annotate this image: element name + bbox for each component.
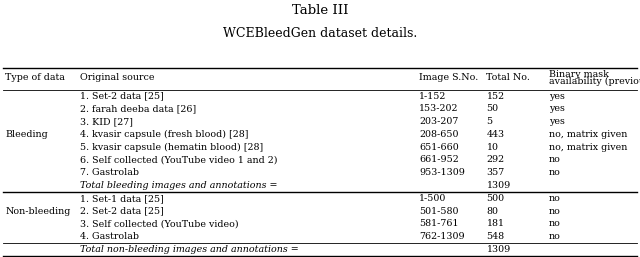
Text: 203-207: 203-207 [419,117,459,126]
Text: 500: 500 [486,194,504,203]
Text: 2. farah deeba data [26]: 2. farah deeba data [26] [80,104,196,113]
Text: 3. KID [27]: 3. KID [27] [80,117,133,126]
Text: 1309: 1309 [486,245,511,254]
Text: yes: yes [549,117,565,126]
Text: 651-660: 651-660 [419,143,459,152]
Text: 661-952: 661-952 [419,155,459,164]
Text: no, matrix given: no, matrix given [549,143,627,152]
Text: 6. Self collected (YouTube video 1 and 2): 6. Self collected (YouTube video 1 and 2… [80,155,278,164]
Text: 5. kvasir capsule (hematin blood) [28]: 5. kvasir capsule (hematin blood) [28] [80,143,263,152]
Text: 3. Self collected (YouTube video): 3. Self collected (YouTube video) [80,219,239,228]
Text: 1-500: 1-500 [419,194,447,203]
Text: 581-761: 581-761 [419,219,459,228]
Text: yes: yes [549,92,565,101]
Text: no: no [549,194,561,203]
Text: no: no [549,219,561,228]
Text: 1. Set-1 data [25]: 1. Set-1 data [25] [80,194,164,203]
Text: no: no [549,168,561,177]
Text: 762-1309: 762-1309 [419,232,465,241]
Text: 1-152: 1-152 [419,92,447,101]
Text: Table III: Table III [292,4,348,17]
Text: no: no [549,232,561,241]
Text: 10: 10 [486,143,499,152]
Text: 4. kvasir capsule (fresh blood) [28]: 4. kvasir capsule (fresh blood) [28] [80,130,248,139]
Text: Type of data: Type of data [5,73,65,82]
Text: Non-bleeding: Non-bleeding [5,207,70,216]
Text: Total non-bleeding images and annotations =: Total non-bleeding images and annotation… [80,245,299,254]
Text: Total No.: Total No. [486,73,531,82]
Text: Bleeding: Bleeding [5,130,48,139]
Text: yes: yes [549,104,565,113]
Text: 292: 292 [486,155,504,164]
Text: 548: 548 [486,232,504,241]
Text: no, matrix given: no, matrix given [549,130,627,139]
Text: 4. Gastrolab: 4. Gastrolab [80,232,139,241]
Text: 80: 80 [486,207,499,216]
Text: 1309: 1309 [486,181,511,190]
Text: Total bleeding images and annotations =: Total bleeding images and annotations = [80,181,278,190]
Text: 501-580: 501-580 [419,207,459,216]
Text: 153-202: 153-202 [419,104,459,113]
Text: Image S.No.: Image S.No. [419,73,479,82]
Text: Original source: Original source [80,73,154,82]
Text: WCEBleedGen dataset details.: WCEBleedGen dataset details. [223,27,417,40]
Text: 181: 181 [486,219,504,228]
Text: 2. Set-2 data [25]: 2. Set-2 data [25] [80,207,164,216]
Text: no: no [549,155,561,164]
Text: 5: 5 [486,117,493,126]
Text: 443: 443 [486,130,504,139]
Text: no: no [549,207,561,216]
Text: 152: 152 [486,92,504,101]
Text: 7. Gastrolab: 7. Gastrolab [80,168,139,177]
Text: 208-650: 208-650 [419,130,459,139]
Text: 1. Set-2 data [25]: 1. Set-2 data [25] [80,92,164,101]
Text: Binary mask: Binary mask [549,70,609,79]
Text: 357: 357 [486,168,505,177]
Text: 50: 50 [486,104,499,113]
Text: availability (previously): availability (previously) [549,77,640,86]
Text: 953-1309: 953-1309 [419,168,465,177]
